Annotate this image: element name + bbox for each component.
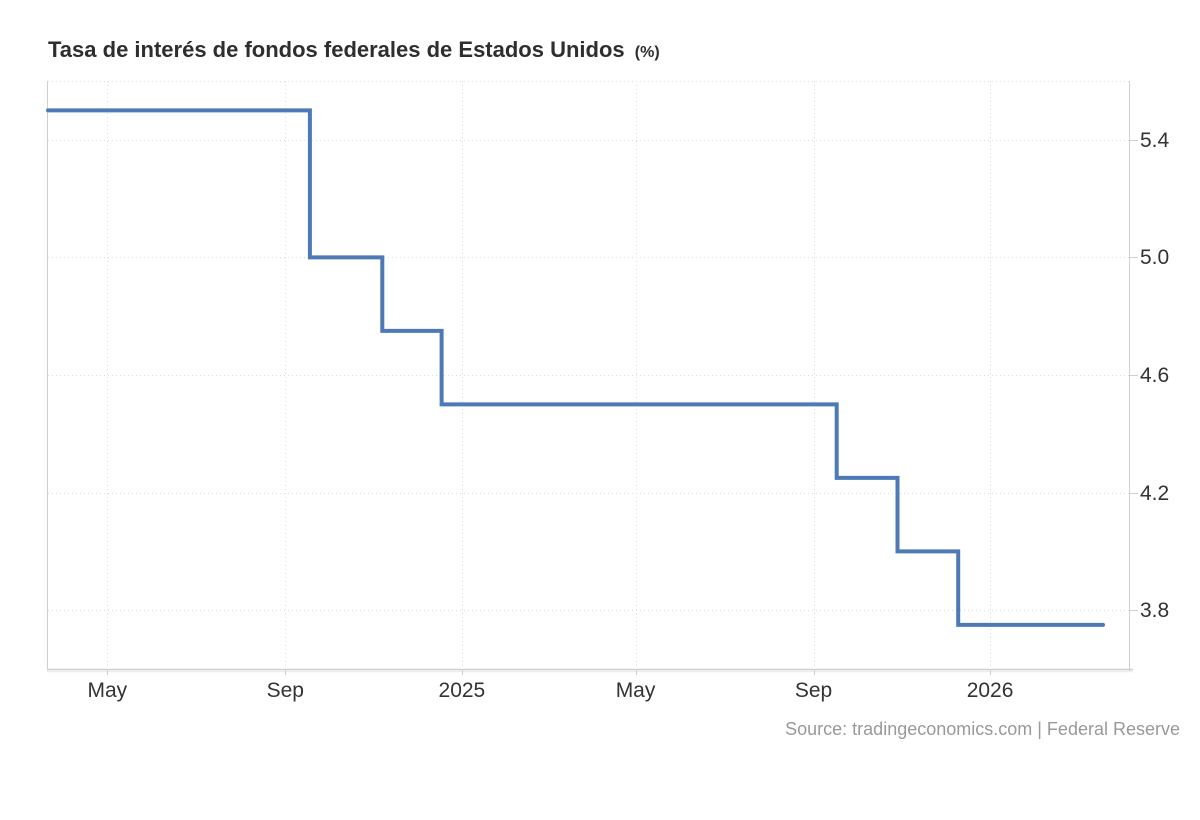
chart-title: Tasa de interés de fondos federales de E… bbox=[48, 37, 660, 63]
y-axis-label: 4.2 bbox=[1140, 481, 1170, 505]
x-axis-label: Sep bbox=[266, 679, 304, 702]
rate-step-line bbox=[46, 108, 1105, 627]
y-axis-label: 4.6 bbox=[1140, 364, 1170, 387]
x-axis-label: May bbox=[87, 679, 128, 702]
x-axis-label: 2025 bbox=[438, 679, 486, 702]
y-axis-label: 3.8 bbox=[1140, 599, 1170, 623]
y-axis-label: 5.4 bbox=[1140, 128, 1170, 152]
y-axis-label: 5.0 bbox=[1140, 246, 1170, 270]
source-text: Source: tradingeconomics.com | Federal R… bbox=[785, 719, 1180, 739]
chart-title-unit: (%) bbox=[634, 44, 660, 61]
chart-title-text: Tasa de interés de fondos federales de E… bbox=[48, 37, 625, 62]
x-axis-label: May bbox=[615, 679, 656, 702]
x-axis-label: 2026 bbox=[966, 679, 1014, 702]
x-axis-label: Sep bbox=[794, 679, 833, 702]
